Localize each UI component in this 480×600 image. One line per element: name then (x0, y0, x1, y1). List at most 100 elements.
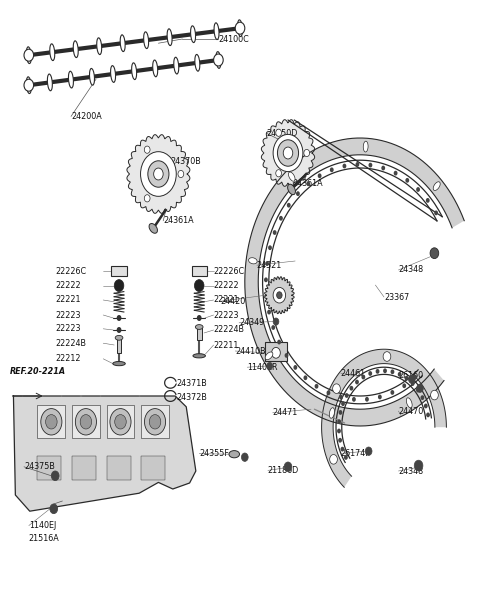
Ellipse shape (363, 141, 368, 152)
Bar (72, 405, 100, 438)
Circle shape (154, 168, 163, 180)
Ellipse shape (26, 77, 31, 94)
Ellipse shape (229, 451, 240, 458)
Circle shape (272, 347, 280, 358)
Text: 24321: 24321 (257, 260, 282, 269)
Ellipse shape (238, 20, 242, 37)
Text: 23367: 23367 (384, 292, 409, 301)
Polygon shape (13, 396, 196, 511)
Ellipse shape (433, 182, 440, 190)
Circle shape (408, 375, 415, 383)
Circle shape (149, 415, 161, 429)
Circle shape (283, 147, 293, 159)
Ellipse shape (288, 172, 295, 181)
Text: REF.20-221A: REF.20-221A (10, 367, 66, 377)
Polygon shape (322, 349, 446, 487)
Circle shape (398, 372, 402, 377)
Circle shape (369, 163, 372, 167)
Text: 24461: 24461 (341, 368, 366, 378)
Circle shape (411, 381, 415, 386)
Circle shape (268, 245, 272, 250)
Ellipse shape (153, 60, 158, 77)
Circle shape (144, 409, 166, 435)
Circle shape (368, 371, 372, 376)
Ellipse shape (110, 65, 116, 82)
Ellipse shape (96, 38, 102, 55)
Bar (37, 456, 61, 480)
Circle shape (276, 170, 281, 177)
Bar (141, 456, 165, 480)
Circle shape (426, 198, 430, 203)
Bar (111, 266, 127, 276)
Circle shape (383, 352, 391, 361)
Circle shape (341, 401, 345, 406)
Circle shape (178, 170, 184, 178)
Circle shape (434, 211, 438, 215)
Circle shape (356, 162, 360, 167)
Circle shape (424, 404, 428, 409)
Circle shape (279, 216, 283, 221)
Text: 22222: 22222 (214, 281, 239, 290)
Circle shape (330, 455, 337, 464)
Circle shape (340, 447, 344, 452)
Text: 22212: 22212 (55, 354, 81, 363)
Circle shape (337, 419, 341, 424)
Text: 1140ER: 1140ER (247, 362, 278, 371)
Circle shape (417, 384, 423, 392)
Text: 24350D: 24350D (266, 128, 298, 137)
Circle shape (50, 504, 58, 514)
Circle shape (345, 393, 348, 398)
Ellipse shape (120, 35, 125, 52)
Bar (107, 405, 134, 438)
Text: 24355F: 24355F (199, 449, 229, 458)
Circle shape (75, 409, 96, 435)
Circle shape (416, 388, 420, 392)
Circle shape (41, 409, 62, 435)
Polygon shape (264, 277, 294, 314)
Text: 1140EJ: 1140EJ (29, 521, 56, 530)
Circle shape (115, 415, 126, 429)
Text: 22221: 22221 (55, 295, 81, 304)
Ellipse shape (144, 32, 149, 49)
Text: 24471: 24471 (273, 408, 298, 418)
Text: 22221: 22221 (214, 295, 239, 304)
Circle shape (376, 369, 380, 374)
Bar (197, 327, 202, 340)
Text: 22223: 22223 (55, 324, 81, 334)
Ellipse shape (115, 335, 123, 340)
Text: 22223: 22223 (55, 311, 81, 319)
Circle shape (378, 395, 382, 400)
Circle shape (339, 395, 343, 400)
Bar (265, 342, 287, 361)
Circle shape (277, 340, 281, 344)
Ellipse shape (214, 23, 219, 40)
Circle shape (273, 134, 303, 172)
Text: 24349: 24349 (239, 318, 264, 328)
Circle shape (293, 365, 297, 370)
Text: 26174P: 26174P (341, 449, 371, 458)
Circle shape (287, 203, 291, 208)
Text: 21186D: 21186D (268, 466, 299, 475)
Ellipse shape (174, 57, 179, 74)
Ellipse shape (195, 325, 203, 329)
Circle shape (303, 376, 307, 380)
Text: 24470: 24470 (398, 407, 424, 415)
Ellipse shape (113, 361, 125, 365)
Ellipse shape (407, 398, 412, 408)
Text: 22224B: 22224B (55, 338, 86, 347)
Circle shape (349, 386, 353, 391)
Text: 24361A: 24361A (293, 179, 324, 187)
Circle shape (394, 171, 397, 176)
Bar (141, 405, 169, 438)
Circle shape (276, 129, 281, 136)
Text: 24375B: 24375B (24, 462, 55, 472)
Text: 24348: 24348 (398, 467, 423, 475)
Circle shape (276, 292, 282, 299)
Text: 22211: 22211 (214, 340, 239, 349)
Polygon shape (127, 134, 190, 214)
Circle shape (267, 362, 273, 370)
Circle shape (343, 164, 347, 169)
Circle shape (264, 277, 268, 282)
Polygon shape (261, 119, 315, 187)
Ellipse shape (89, 68, 95, 85)
